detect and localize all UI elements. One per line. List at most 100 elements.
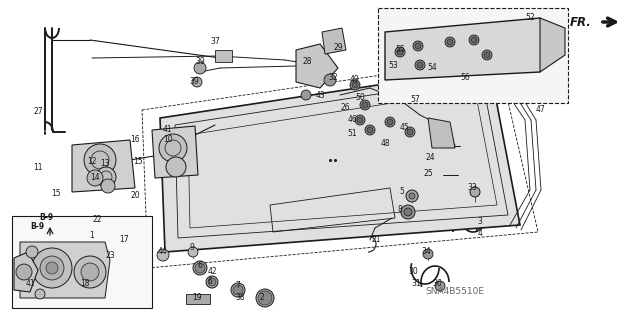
Text: 23: 23: [105, 251, 115, 261]
Circle shape: [81, 263, 99, 281]
Circle shape: [397, 49, 403, 55]
Circle shape: [415, 43, 421, 49]
Text: 41: 41: [162, 125, 172, 135]
Polygon shape: [540, 18, 565, 72]
Polygon shape: [385, 18, 555, 80]
Text: 21: 21: [371, 235, 381, 244]
Text: 4: 4: [477, 228, 483, 238]
Text: 41: 41: [25, 278, 35, 287]
Polygon shape: [72, 140, 135, 192]
Text: 53: 53: [388, 61, 398, 70]
Text: 16: 16: [130, 136, 140, 145]
Circle shape: [16, 264, 32, 280]
Circle shape: [87, 170, 103, 186]
Text: 42: 42: [207, 268, 217, 277]
Text: B-9: B-9: [30, 222, 44, 231]
Text: 12: 12: [87, 158, 97, 167]
Text: 28: 28: [302, 57, 312, 66]
Circle shape: [445, 37, 455, 47]
Polygon shape: [322, 28, 346, 54]
Circle shape: [101, 179, 115, 193]
Polygon shape: [160, 68, 520, 252]
Circle shape: [206, 276, 218, 288]
Circle shape: [26, 246, 38, 258]
Circle shape: [32, 248, 72, 288]
Text: 51: 51: [347, 129, 357, 137]
Circle shape: [324, 74, 336, 86]
Circle shape: [423, 249, 433, 259]
Text: 9: 9: [189, 243, 195, 253]
Polygon shape: [20, 242, 110, 298]
Circle shape: [74, 256, 106, 288]
Text: 10: 10: [163, 136, 173, 145]
Text: 20: 20: [130, 191, 140, 201]
Text: 13: 13: [100, 159, 110, 167]
Text: 44: 44: [157, 248, 167, 256]
Text: 25: 25: [423, 168, 433, 177]
Circle shape: [326, 34, 342, 50]
Circle shape: [484, 52, 490, 58]
Text: B-9: B-9: [39, 213, 53, 222]
Circle shape: [385, 117, 395, 127]
Text: 30: 30: [408, 268, 418, 277]
Text: 2: 2: [260, 293, 264, 302]
Circle shape: [84, 144, 116, 176]
Circle shape: [40, 256, 64, 280]
Circle shape: [300, 54, 324, 78]
Text: 24: 24: [425, 153, 435, 162]
Circle shape: [357, 117, 363, 123]
Circle shape: [208, 278, 216, 286]
Circle shape: [360, 100, 370, 110]
Polygon shape: [428, 118, 455, 148]
Text: 15: 15: [51, 189, 61, 198]
Circle shape: [417, 62, 423, 68]
Circle shape: [447, 39, 453, 45]
Text: 11: 11: [33, 164, 43, 173]
Circle shape: [407, 129, 413, 135]
FancyBboxPatch shape: [378, 8, 568, 103]
Text: 19: 19: [192, 293, 202, 302]
Text: SNA4B5510E: SNA4B5510E: [426, 287, 484, 296]
Text: 1: 1: [90, 232, 94, 241]
Circle shape: [352, 82, 358, 88]
Circle shape: [471, 37, 477, 43]
Text: 15: 15: [133, 158, 143, 167]
Circle shape: [188, 247, 198, 257]
Text: 22: 22: [92, 216, 102, 225]
Circle shape: [193, 261, 207, 275]
Text: 32: 32: [328, 73, 338, 83]
Circle shape: [355, 115, 365, 125]
Text: 38: 38: [235, 293, 245, 302]
Circle shape: [365, 125, 375, 135]
Circle shape: [233, 285, 243, 295]
Polygon shape: [14, 252, 38, 292]
Circle shape: [387, 119, 393, 125]
FancyBboxPatch shape: [12, 216, 152, 308]
Text: 52: 52: [525, 13, 535, 23]
Circle shape: [258, 291, 272, 305]
Text: 54: 54: [427, 63, 437, 72]
Text: 37: 37: [210, 38, 220, 47]
Circle shape: [362, 102, 368, 108]
Circle shape: [470, 187, 480, 197]
Circle shape: [409, 193, 415, 199]
Circle shape: [401, 205, 415, 219]
Text: 39: 39: [189, 78, 199, 86]
Circle shape: [406, 190, 418, 202]
Text: 17: 17: [119, 235, 129, 244]
Text: 33: 33: [467, 183, 477, 192]
Text: 57: 57: [410, 95, 420, 105]
Text: 49: 49: [350, 76, 360, 85]
Text: 36: 36: [432, 279, 442, 288]
Text: 46: 46: [347, 115, 357, 124]
Text: 26: 26: [340, 103, 350, 113]
Polygon shape: [296, 44, 338, 88]
Circle shape: [435, 281, 445, 291]
Circle shape: [35, 289, 45, 299]
Text: 56: 56: [460, 73, 470, 83]
Text: 55: 55: [395, 46, 405, 55]
Polygon shape: [215, 50, 232, 62]
Circle shape: [350, 80, 360, 90]
Text: 7: 7: [236, 281, 241, 291]
Text: 31: 31: [411, 279, 421, 288]
